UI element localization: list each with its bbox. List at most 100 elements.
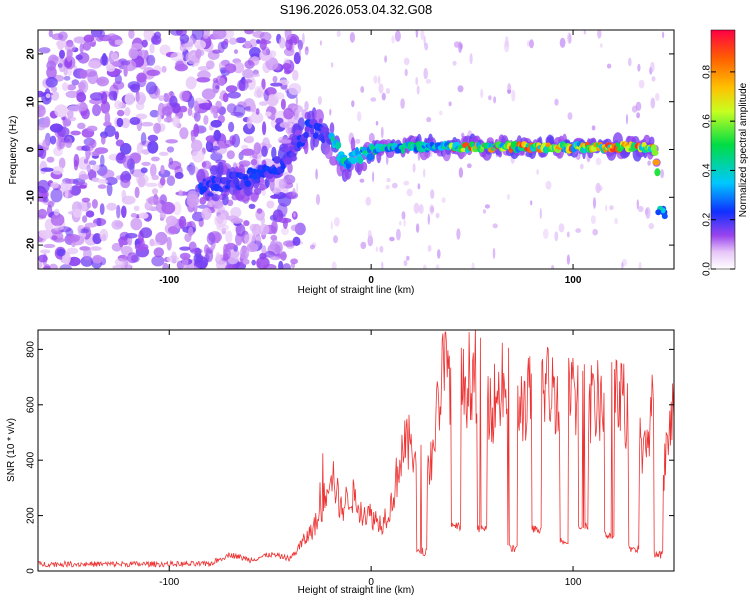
spectrogram-noise-blob xyxy=(246,242,259,253)
spectrogram-noise-blob xyxy=(225,230,233,243)
spectrogram-x-axis: -100 0 100 xyxy=(159,30,582,286)
spectrogram-noise-blob xyxy=(466,163,472,169)
x-tick-label: 100 xyxy=(565,275,582,286)
spectrogram-noise-blob xyxy=(423,168,426,178)
spectrogram-ridge-core xyxy=(250,168,258,175)
spectrogram-noise-blob xyxy=(140,132,147,146)
spectrogram-noise-blob xyxy=(539,208,542,220)
spectrogram-noise-blob xyxy=(210,105,217,115)
spectrogram-noise-blob xyxy=(229,135,236,146)
spectrogram-noise-blob xyxy=(225,85,238,93)
spectrogram-noise-blob xyxy=(244,40,251,49)
spectrogram-noise-blob xyxy=(78,174,89,180)
spectrogram-noise-blob xyxy=(274,241,283,254)
spectrogram-noise-blob xyxy=(170,51,184,62)
spectrogram-noise-blob xyxy=(110,39,116,46)
spectrogram-noise-blob xyxy=(264,250,276,258)
spectrogram-noise-blob xyxy=(488,95,492,101)
spectrogram-noise-blob xyxy=(605,204,608,212)
spectrogram-noise-blob xyxy=(493,96,497,104)
spectrogram-noise-blob xyxy=(99,228,109,242)
spectrogram-noise-blob xyxy=(609,205,614,211)
spectrogram-noise-blob xyxy=(48,30,53,38)
y-tick-label: 400 xyxy=(26,451,37,468)
spectrogram-noise-blob xyxy=(149,43,155,54)
spectrogram-noise-blob xyxy=(507,89,512,94)
spectrogram-noise-blob xyxy=(114,39,124,46)
spectrogram-noise-blob xyxy=(92,254,103,264)
spectrogram-noise-blob xyxy=(403,180,410,186)
y-tick-label: -10 xyxy=(26,190,37,205)
spectrogram-noise-blob xyxy=(215,252,221,262)
spectrogram-noise-blob xyxy=(280,251,287,261)
y-tick-label: 10 xyxy=(26,96,37,108)
y-tick-label: 200 xyxy=(26,507,37,524)
spectrogram-noise-blob xyxy=(359,178,365,183)
spectrogram-noise-blob xyxy=(279,122,291,128)
spectrogram-noise-blob xyxy=(217,205,226,214)
spectrogram-noise-blob xyxy=(50,213,65,227)
spectrogram-noise-blob xyxy=(212,30,227,40)
spectrogram-noise-blob xyxy=(206,60,215,70)
spectrogram-noise-blob xyxy=(51,235,58,240)
spectrogram-noise-blob xyxy=(660,169,664,179)
spectrogram-noise-blob xyxy=(483,209,486,214)
spectrogram-noise-blob xyxy=(43,243,56,249)
spectrogram-noise-blob xyxy=(38,104,46,118)
spectrogram-noise-blob xyxy=(63,75,71,81)
spectrogram-noise-blob xyxy=(101,135,106,145)
spectrogram-noise-blob xyxy=(241,144,249,150)
spectrogram-noise-blob xyxy=(400,98,405,109)
spectrogram-noise-blob xyxy=(190,248,203,255)
spectrogram-noise-blob xyxy=(45,76,58,88)
spectrogram-noise-blob xyxy=(418,204,424,214)
spectrogram-noise-blob xyxy=(248,203,256,209)
spectrogram-noise-blob xyxy=(41,92,52,105)
spectrogram-noise-blob xyxy=(258,223,270,236)
spectrogram-noise-blob xyxy=(85,210,95,218)
spectrogram-noise-blob xyxy=(403,219,406,227)
spectrogram-noise-blob xyxy=(360,241,367,250)
spectrogram-noise-blob xyxy=(179,44,187,52)
spectrogram-noise-blob xyxy=(406,255,410,261)
spectrogram-noise-blob xyxy=(112,81,125,90)
spectrogram-noise-blob xyxy=(253,142,261,155)
spectrogram-noise-blob xyxy=(158,151,169,156)
spectrogram-noise-blob xyxy=(282,63,292,70)
spectrogram-noise-blob xyxy=(403,260,408,267)
spectrogram-noise-blob xyxy=(635,101,642,112)
spectrogram-noise-blob xyxy=(157,110,162,124)
spectrogram-noise-blob xyxy=(456,228,461,240)
spectrogram-noise-blob xyxy=(262,121,267,136)
spectrogram-noise-blob xyxy=(66,49,73,59)
spectrogram-noise-blob xyxy=(193,123,200,137)
spectrogram-noise-blob xyxy=(75,102,88,112)
spectrogram-noise-blob xyxy=(567,112,573,120)
spectrogram-ridge-core xyxy=(366,153,375,161)
y-tick-label: 600 xyxy=(26,396,37,413)
spectrogram-noise-blob xyxy=(38,123,46,131)
spectrogram-noise-blob xyxy=(77,225,82,234)
spectrogram-noise-blob xyxy=(168,157,174,165)
spectrogram-noise-blob xyxy=(277,202,288,217)
spectrogram-ridge-core xyxy=(242,176,249,181)
spectrogram-ridge-halo xyxy=(329,122,335,135)
x-tick-label: -100 xyxy=(159,577,179,588)
spectrogram-noise-blob xyxy=(529,39,534,49)
spectrogram-noise-blob xyxy=(606,63,612,69)
spectrogram-noise-blob xyxy=(199,102,213,110)
spectrogram-noise-blob xyxy=(391,182,398,189)
spectrogram-noise-blob xyxy=(104,176,118,186)
spectrogram-noise-blob xyxy=(172,115,181,128)
spectrogram-noise-blob xyxy=(597,30,602,39)
spectrogram-noise-blob xyxy=(435,212,440,219)
spectrogram-noise-blob xyxy=(315,194,321,205)
spectrogram-noise-blob xyxy=(439,110,443,116)
spectrogram-noise-blob xyxy=(42,138,50,151)
spectrogram-noise-blob xyxy=(375,121,379,126)
spectrogram-noise-blob xyxy=(416,85,420,95)
spectrogram-noise-blob xyxy=(171,251,177,262)
colorbar-tick-label: 0.6 xyxy=(702,114,713,128)
snr-panel: -100 0 100 0 200 400 600 800 Height of straigh… xyxy=(6,329,675,596)
spectrogram-noise-blob xyxy=(130,217,143,231)
